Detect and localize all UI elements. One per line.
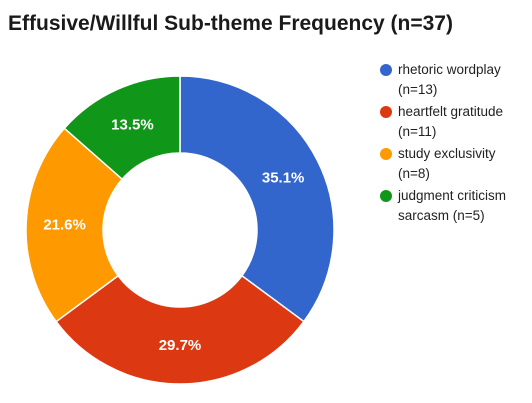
chart-title: Effusive/Willful Sub-theme Frequency (n=… xyxy=(8,12,453,35)
legend-swatch xyxy=(380,64,392,76)
donut-slice-heartfelt-gratitude xyxy=(55,274,305,385)
legend-label: judgment criticism xyxy=(398,188,507,203)
donut-slice-study-exclusivity xyxy=(25,127,124,323)
legend-label: rhetoric wordplay xyxy=(398,62,501,77)
slice-percent-label: 35.1% xyxy=(262,170,305,187)
slice-percent-label: 29.7% xyxy=(159,337,202,354)
legend-item-study-exclusivity: study exclusivity (n=8) xyxy=(380,144,530,184)
legend-count: (n=8) xyxy=(398,166,430,181)
legend-item-judgment-criticism-sarcasm: judgment criticism sarcasm (n=5) xyxy=(380,186,530,226)
legend-swatch xyxy=(380,190,392,202)
slice-percent-label: 13.5% xyxy=(111,116,154,133)
legend-item-rhetoric-wordplay: rhetoric wordplay (n=13) xyxy=(380,60,530,100)
slice-percent-label: 21.6% xyxy=(43,217,86,234)
legend-swatch xyxy=(380,148,392,160)
legend-count: (n=11) xyxy=(398,124,437,139)
legend-label: study exclusivity xyxy=(398,146,496,161)
donut-slice-judgment-criticism-sarcasm xyxy=(63,75,181,181)
donut-chart: 35.1% 29.7% 21.6% 13.5% xyxy=(25,75,335,385)
legend-count: (n=13) xyxy=(398,82,438,97)
legend: rhetoric wordplay (n=13) heartfelt grati… xyxy=(380,60,530,228)
legend-item-heartfelt-gratitude: heartfelt gratitude (n=11) xyxy=(380,102,530,142)
donut-slice-rhetoric-wordplay xyxy=(179,75,335,323)
legend-label-cont: sarcasm (n=5) xyxy=(398,208,485,223)
legend-swatch xyxy=(380,106,392,118)
legend-label: heartfelt gratitude xyxy=(398,104,504,119)
